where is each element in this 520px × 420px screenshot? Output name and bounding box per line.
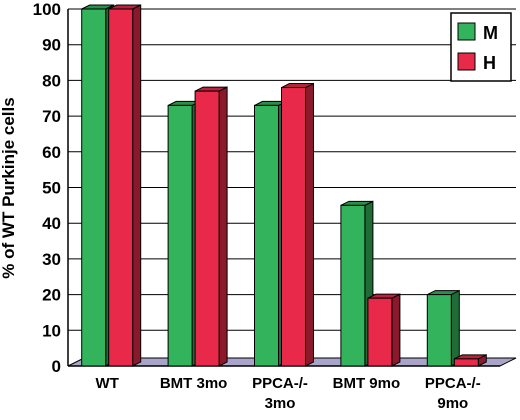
bar-front bbox=[426, 294, 452, 367]
bar-front bbox=[194, 90, 220, 367]
x-tick-label: PPCA-/-3mo bbox=[252, 375, 308, 412]
y-tick-label: 30 bbox=[42, 250, 61, 269]
y-axis-label: % of WT Purkinje cells bbox=[0, 97, 18, 278]
bar-h-4 bbox=[453, 354, 487, 367]
x-tick-label: BMT 3mo bbox=[160, 375, 228, 392]
bar-front bbox=[254, 104, 279, 367]
y-tick-labels: 0 10 20 30 40 50 60 70 80 90 100 bbox=[33, 0, 61, 376]
bar-h-0 bbox=[108, 4, 142, 367]
x-tick-label: PPCA-/-9mo bbox=[425, 375, 481, 412]
bar-front bbox=[453, 358, 479, 367]
y-tick-label: 0 bbox=[52, 357, 61, 376]
bars bbox=[81, 4, 487, 367]
bar-side bbox=[218, 86, 228, 367]
bar-front bbox=[81, 8, 107, 367]
bar-h-3 bbox=[367, 293, 401, 367]
x-tick-labels: WT BMT 3mo PPCA-/-3mo BMT 9mo PPCA-/-9mo bbox=[96, 375, 481, 412]
bar-front bbox=[108, 8, 134, 367]
y-tick-label: 90 bbox=[42, 36, 61, 55]
y-tick-label: 100 bbox=[33, 0, 61, 19]
legend-label-h: H bbox=[483, 53, 496, 73]
y-tick-label: 80 bbox=[42, 71, 61, 90]
bar-side bbox=[391, 293, 401, 367]
y-tick-label: 20 bbox=[42, 286, 61, 305]
bar-m-3 bbox=[340, 200, 374, 367]
bar-side bbox=[305, 82, 314, 367]
x-tick-label: WT bbox=[96, 375, 119, 392]
bar-front bbox=[340, 204, 366, 367]
legend: M H bbox=[450, 12, 512, 82]
x-tick-label: BMT 9mo bbox=[333, 375, 401, 392]
y-tick-label: 50 bbox=[42, 179, 61, 198]
legend-swatch-h bbox=[457, 52, 476, 71]
y-tick-label: 40 bbox=[42, 214, 61, 233]
bar-h-2 bbox=[281, 82, 314, 367]
bar-side bbox=[450, 289, 460, 367]
bar-front bbox=[281, 87, 306, 367]
y-tick-label: 60 bbox=[42, 143, 61, 162]
bar-side bbox=[132, 4, 142, 367]
bar-h-1 bbox=[194, 86, 228, 367]
y-tick-label: 70 bbox=[42, 107, 61, 126]
bar-front bbox=[367, 297, 393, 367]
legend-swatch-m bbox=[457, 22, 476, 41]
bar-m-4 bbox=[426, 289, 460, 367]
legend-label-m: M bbox=[483, 23, 498, 43]
bar-front bbox=[167, 104, 193, 367]
y-tick-label: 10 bbox=[42, 321, 61, 340]
